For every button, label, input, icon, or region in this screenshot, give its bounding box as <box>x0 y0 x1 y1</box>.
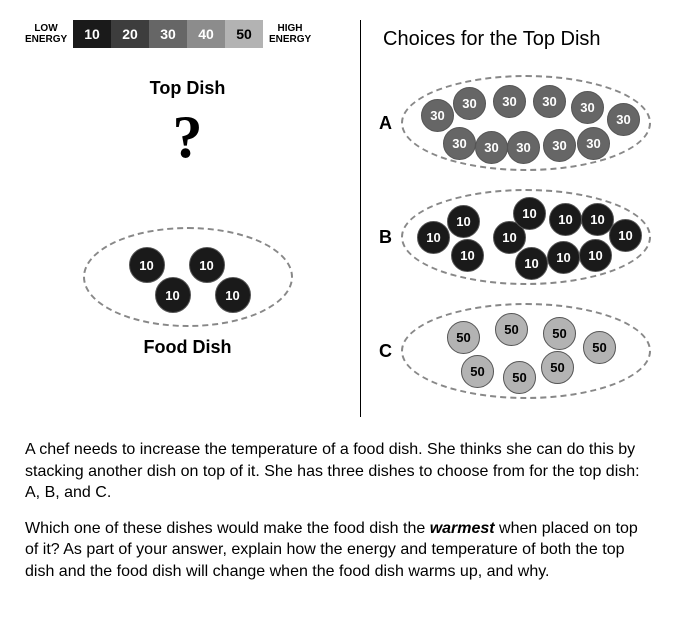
choice-particle: 10 <box>515 247 548 280</box>
choice-row: B1010101010101010101010 <box>379 189 651 285</box>
p2-pre: Which one of these dishes would make the… <box>25 520 430 537</box>
choice-particle: 50 <box>583 331 616 364</box>
choice-row: C50505050505050 <box>379 303 651 399</box>
choice-particle: 10 <box>609 219 642 252</box>
legend-high-line1: HIGH <box>278 23 303 34</box>
choice-particle: 30 <box>607 103 640 136</box>
choices-container: A3030303030303030303030B1010101010101010… <box>379 75 651 399</box>
legend-swatch: 40 <box>187 20 225 48</box>
top-dish-title: Top Dish <box>25 78 350 99</box>
food-particle: 10 <box>129 247 165 283</box>
choice-label: A <box>379 113 401 134</box>
energy-legend: LOW ENERGY 1020304050 HIGH ENERGY <box>25 20 350 48</box>
choice-dish-oval: 50505050505050 <box>401 303 651 399</box>
food-dish-block: 10101010 Food Dish <box>25 227 350 358</box>
food-dish-oval: 10101010 <box>83 227 293 327</box>
choice-particle: 30 <box>493 85 526 118</box>
choice-particle: 50 <box>541 351 574 384</box>
choice-particle: 50 <box>447 321 480 354</box>
question-mark-icon: ? <box>25 107 350 167</box>
choice-particle: 30 <box>571 91 604 124</box>
choice-particle: 50 <box>495 313 528 346</box>
legend-swatches: 1020304050 <box>73 20 263 48</box>
choice-particle: 10 <box>549 203 582 236</box>
paragraph-1: A chef needs to increase the temperature… <box>25 439 651 504</box>
legend-low-line2: ENERGY <box>25 34 67 45</box>
choices-title: Choices for the Top Dish <box>383 28 651 51</box>
p2-emphasis: warmest <box>430 520 495 537</box>
question-text: A chef needs to increase the temperature… <box>25 439 651 583</box>
choice-particle: 50 <box>543 317 576 350</box>
choice-particle: 30 <box>543 129 576 162</box>
paragraph-2: Which one of these dishes would make the… <box>25 518 651 583</box>
choice-particle: 30 <box>443 127 476 160</box>
choice-dish-oval: 1010101010101010101010 <box>401 189 651 285</box>
legend-swatch: 50 <box>225 20 263 48</box>
choice-particle: 10 <box>547 241 580 274</box>
choice-particle: 30 <box>507 131 540 164</box>
right-column: Choices for the Top Dish A30303030303030… <box>361 20 651 417</box>
choice-label: B <box>379 227 401 248</box>
left-column: LOW ENERGY 1020304050 HIGH ENERGY Top Di… <box>25 20 361 417</box>
food-particle: 10 <box>155 277 191 313</box>
choice-particle: 10 <box>513 197 546 230</box>
choice-label: C <box>379 341 401 362</box>
legend-high-line2: ENERGY <box>269 34 311 45</box>
choice-particle: 10 <box>447 205 480 238</box>
food-particle: 10 <box>189 247 225 283</box>
choice-particle: 30 <box>577 127 610 160</box>
legend-swatch: 30 <box>149 20 187 48</box>
choice-particle: 30 <box>533 85 566 118</box>
choice-particle: 30 <box>421 99 454 132</box>
top-dish-block: Top Dish ? <box>25 78 350 167</box>
legend-high-label: HIGH ENERGY <box>269 23 311 45</box>
legend-low-label: LOW ENERGY <box>25 23 67 45</box>
choice-row: A3030303030303030303030 <box>379 75 651 171</box>
legend-low-line1: LOW <box>34 23 57 34</box>
food-particle: 10 <box>215 277 251 313</box>
choice-particle: 50 <box>503 361 536 394</box>
top-section: LOW ENERGY 1020304050 HIGH ENERGY Top Di… <box>25 20 651 417</box>
choice-particle: 30 <box>475 131 508 164</box>
choice-particle: 10 <box>579 239 612 272</box>
legend-swatch: 10 <box>73 20 111 48</box>
legend-swatch: 20 <box>111 20 149 48</box>
choice-particle: 50 <box>461 355 494 388</box>
choice-particle: 10 <box>451 239 484 272</box>
choice-particle: 10 <box>417 221 450 254</box>
choice-dish-oval: 3030303030303030303030 <box>401 75 651 171</box>
choice-particle: 30 <box>453 87 486 120</box>
food-dish-title: Food Dish <box>25 337 350 358</box>
